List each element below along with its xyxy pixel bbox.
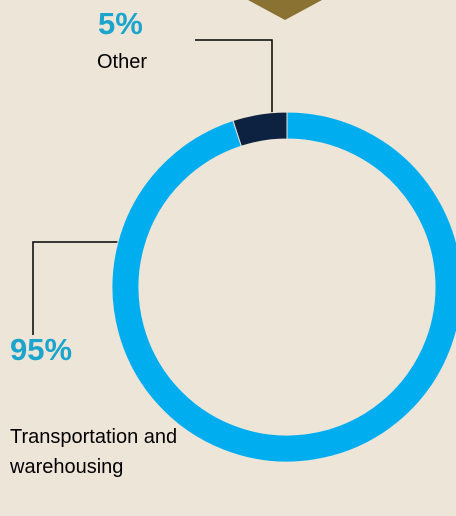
decor-triangle: [248, 0, 322, 20]
leader-line: [32, 241, 128, 335]
value-label: 5%: [98, 6, 143, 41]
category-label: Other: [97, 51, 148, 73]
donut-slice: [232, 111, 288, 147]
category-label: Transportation and warehousing: [10, 426, 178, 478]
donut-slice: [111, 111, 456, 463]
leader-line: [195, 39, 273, 130]
value-label: 95%: [10, 332, 73, 367]
